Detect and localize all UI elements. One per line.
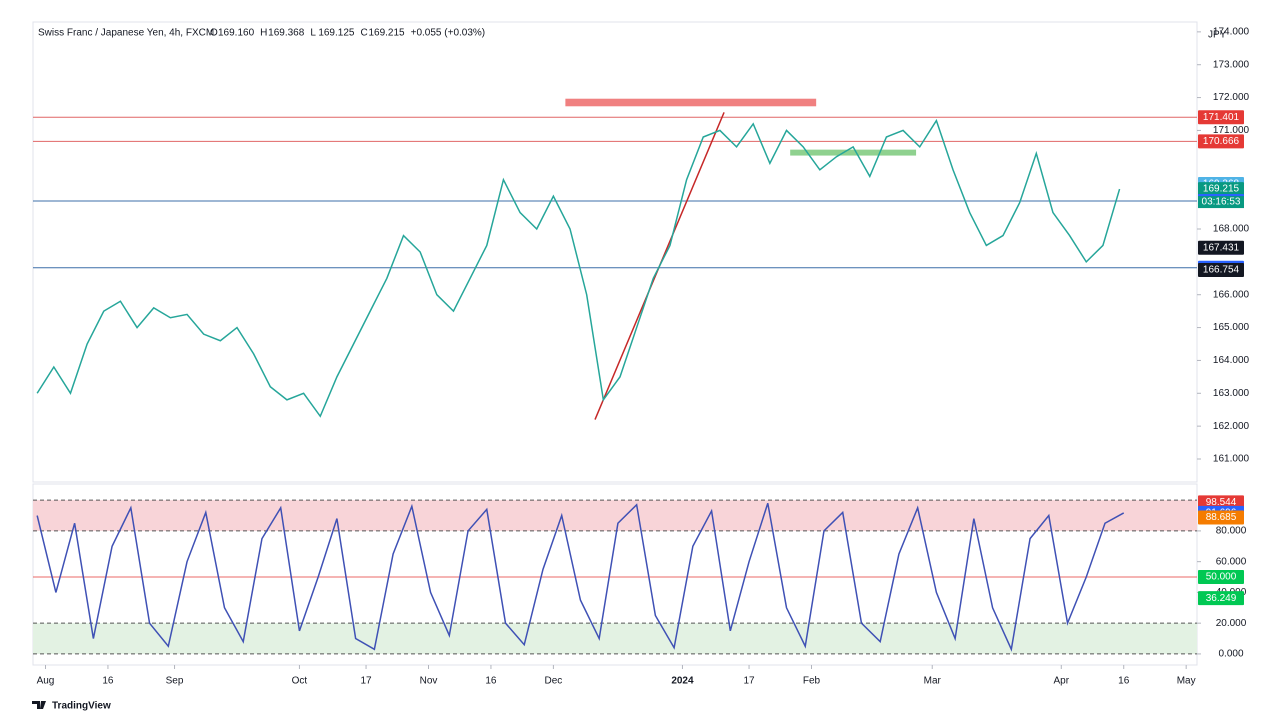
x-tick-label: Aug [37,676,55,687]
price-tag [1198,262,1244,277]
y-tick-label: 20.000 [1216,618,1247,629]
osc-pane [32,483,1198,666]
price-tag-label: 167.431 [1203,242,1240,253]
ohlc-value: 169.125 [318,28,355,39]
x-tick-label: Dec [544,676,562,687]
symbol: Swiss Franc / Japanese Yen, 4h, FXCM [38,28,214,39]
y-tick-label: 168.000 [1213,224,1250,235]
ohlc-key: O [210,28,218,39]
price-tag-label: 170.666 [1203,136,1240,147]
series-line [36,118,1121,418]
y-tick-label: 164.000 [1213,355,1250,366]
price-tag [1198,495,1244,510]
price-tag-label: 171.401 [1203,112,1240,123]
y-tick-label: 172.000 [1213,92,1250,103]
zone [33,623,1197,654]
price-tag-label: 98.544 [1206,497,1237,508]
x-tick-label: Nov [420,676,438,687]
footer: TradingView [52,701,111,712]
x-tick-label: May [1177,676,1196,687]
x-tick-label: 2024 [671,676,694,687]
ohlc-value: 169.368 [268,28,305,39]
ohlc-key: C [360,28,367,39]
price-tag-label: 169.215 [1203,184,1240,195]
price-tag-label: 166.754 [1203,265,1240,276]
logo [32,701,46,709]
ohlc-value: 169.160 [218,28,255,39]
price-tag-label: 88.685 [1206,512,1237,523]
y-tick-label: 60.000 [1216,556,1247,567]
y-tick-label: 0.000 [1218,649,1243,660]
y-tick-label: 80.000 [1216,526,1247,537]
zone-box [790,149,917,156]
ohlc-key: L [310,28,316,39]
price-tag [1198,510,1244,525]
change: +0.055 (+0.03%) [411,28,486,39]
price-tag-label: 50.000 [1206,572,1237,583]
price-tag [1198,591,1244,606]
y-tick-label: 163.000 [1213,388,1250,399]
currency: JPY [1208,30,1227,41]
y-tick-label: 174.000 [1213,26,1250,37]
countdown-bg [1198,196,1244,209]
price-tag [1198,182,1244,197]
y-tick-label: 171.000 [1213,125,1250,136]
y-tick-label: 161.000 [1213,454,1250,465]
series-line [36,502,1125,652]
x-tick-label: 16 [1118,676,1130,687]
x-tick-label: 16 [485,676,497,687]
zone-box [565,98,817,107]
x-tick-label: 17 [360,676,372,687]
x-tick-label: Sep [166,676,184,687]
ohlc-value: 169.215 [368,28,405,39]
zone [33,500,1197,531]
price-tag [1198,570,1244,585]
price-tag [1198,134,1244,149]
y-tick-label: 165.000 [1213,322,1250,333]
y-tick-label: 173.000 [1213,59,1250,70]
price-pane [32,21,1198,483]
x-tick-label: 16 [102,676,114,687]
x-tick-label: Oct [292,676,308,687]
x-tick-label: 17 [743,676,755,687]
price-tag [1198,240,1244,255]
x-tick-label: Mar [924,676,942,687]
x-tick-label: Feb [803,676,821,687]
price-tag-label: 36.249 [1206,593,1237,604]
y-tick-label: 162.000 [1213,421,1250,432]
ohlc-key: H [260,28,267,39]
countdown: 03:16:53 [1202,197,1241,208]
price-tag [1198,110,1244,125]
x-tick-label: Apr [1054,676,1070,687]
y-tick-label: 166.000 [1213,289,1250,300]
